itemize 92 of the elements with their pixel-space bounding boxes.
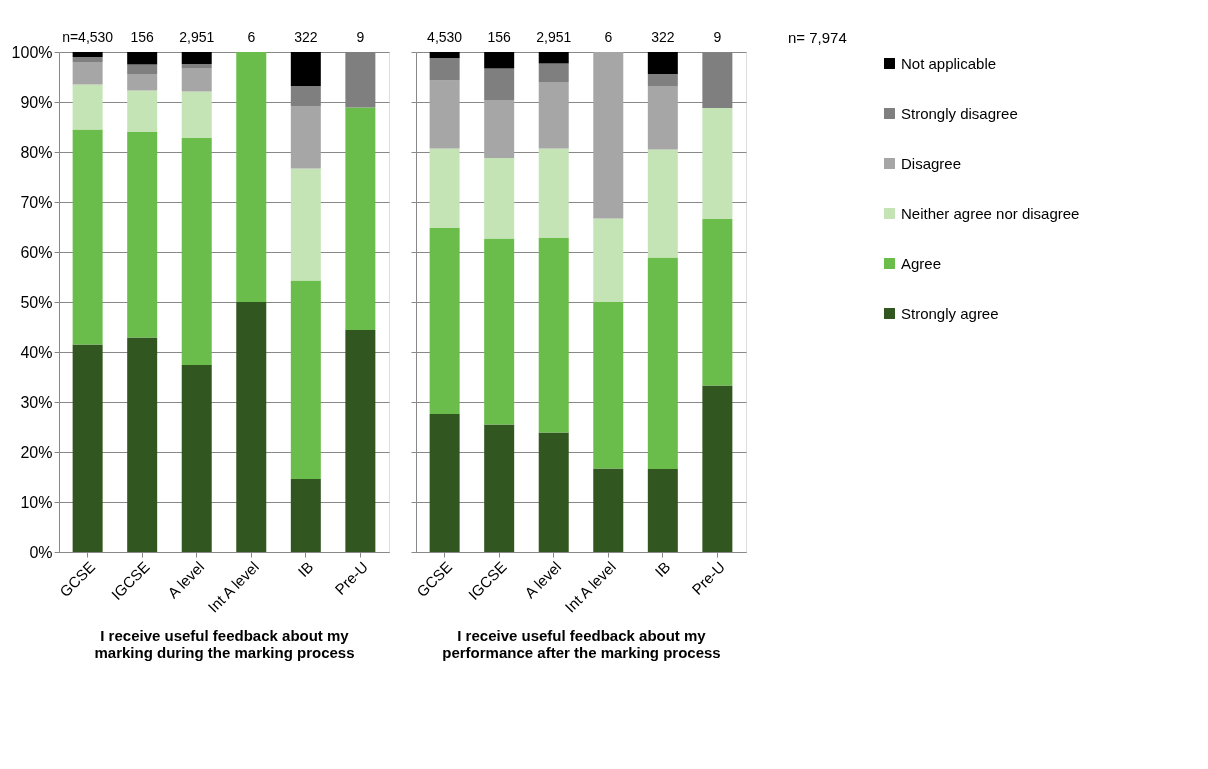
y-tick-label: 50% <box>20 293 53 311</box>
bar <box>72 62 103 85</box>
bar <box>702 219 733 386</box>
x-axis-title: I receive useful feedback about my performance after the marking process <box>442 626 721 661</box>
legend-label: Disagree <box>901 154 962 172</box>
bar <box>290 106 321 169</box>
bar <box>429 58 460 81</box>
bar <box>593 52 624 219</box>
bar <box>236 302 267 552</box>
legend-label: Strongly disagree <box>901 104 1018 122</box>
bar <box>127 337 158 552</box>
bar <box>647 86 678 150</box>
bar <box>181 68 212 92</box>
bar <box>290 479 321 552</box>
y-tick-label: 90% <box>20 93 53 111</box>
bar <box>429 52 460 58</box>
y-tick-label: 60% <box>20 243 53 261</box>
bar <box>345 330 376 552</box>
bar <box>127 52 158 65</box>
bar <box>181 91 212 138</box>
bar <box>181 365 212 552</box>
legend-label: Not applicable <box>901 54 997 72</box>
y-tick-label: 100% <box>11 43 53 61</box>
bar <box>72 57 103 62</box>
annotation: 2,951 <box>536 29 572 45</box>
bar <box>429 228 460 414</box>
bar <box>181 52 212 64</box>
y-tick-label: 80% <box>20 143 53 161</box>
annotation: 4,530 <box>427 29 463 45</box>
annotation: n=4,530 <box>62 29 114 45</box>
annotation: 9 <box>713 29 722 45</box>
bar <box>236 52 267 302</box>
x-tick-label: IB <box>294 558 317 581</box>
bar <box>484 52 515 69</box>
bar <box>647 74 678 86</box>
annotation: 156 <box>487 29 512 45</box>
bar <box>127 132 158 338</box>
bar <box>647 52 678 74</box>
bar <box>127 64 158 74</box>
annotation: 6 <box>247 29 256 45</box>
bar <box>538 52 569 64</box>
legend-label: Neither agree nor disagree <box>901 204 1080 222</box>
bar <box>72 52 103 57</box>
bar <box>290 280 321 479</box>
annotation: 156 <box>130 29 155 45</box>
text: n= 7,974 <box>788 29 847 46</box>
bar <box>538 238 569 433</box>
legend-label: Strongly agree <box>901 304 999 322</box>
bar <box>538 82 569 149</box>
y-tick-label: 70% <box>20 193 53 211</box>
bar <box>127 90 158 132</box>
bar <box>72 344 103 552</box>
y-tick-label: 30% <box>20 393 53 411</box>
bar <box>593 218 624 302</box>
bar <box>72 129 103 345</box>
bar <box>702 108 733 219</box>
annotation: 322 <box>651 29 675 45</box>
annotation: 2,951 <box>179 29 215 45</box>
bar <box>429 148 460 228</box>
bar <box>181 138 212 365</box>
bar <box>647 257 678 469</box>
bar <box>484 238 515 425</box>
y-tick-label: 0% <box>29 543 53 561</box>
legend-label: Agree <box>901 254 942 272</box>
bar <box>593 302 624 469</box>
bar <box>702 385 733 552</box>
bar <box>593 468 624 552</box>
bar <box>484 68 515 100</box>
annotation: 322 <box>294 29 318 45</box>
bar <box>538 432 569 552</box>
annotation: 9 <box>356 29 365 45</box>
x-axis-title: I receive useful feedback about my marking during the marking process <box>94 626 355 661</box>
bar <box>647 149 678 258</box>
x-tick-label: IB <box>651 558 674 581</box>
bar <box>181 64 212 68</box>
bar <box>429 414 460 552</box>
bar <box>538 63 569 82</box>
bar <box>538 148 569 238</box>
bar <box>345 107 376 330</box>
annotation: 6 <box>604 29 613 45</box>
y-tick-label: 40% <box>20 343 53 361</box>
bar <box>429 80 460 149</box>
bar <box>127 74 158 91</box>
y-tick-label: 20% <box>20 443 53 461</box>
bar <box>484 158 515 239</box>
bar <box>484 100 515 158</box>
bar <box>290 168 321 281</box>
bar <box>484 424 515 552</box>
bar <box>72 84 103 130</box>
bar <box>647 469 678 552</box>
bar <box>290 52 321 86</box>
y-tick-label: 10% <box>20 493 53 511</box>
